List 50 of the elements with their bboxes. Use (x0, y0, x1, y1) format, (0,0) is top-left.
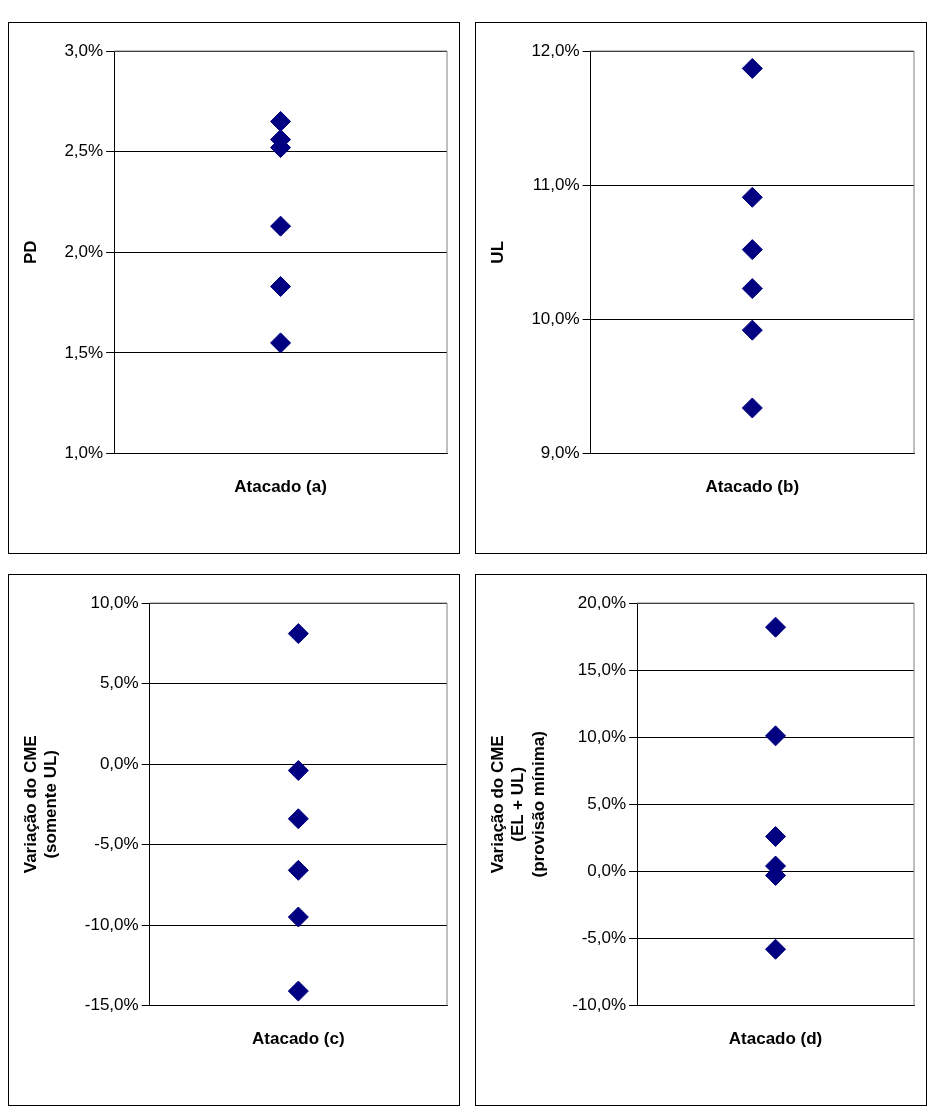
y-tick-label: 3,0% (64, 40, 104, 60)
point (741, 319, 763, 341)
point (287, 906, 309, 928)
point (741, 278, 763, 300)
y-tick-label: -15,0% (84, 995, 139, 1015)
y-tick-label: 9,0% (540, 443, 580, 463)
y-tick-label: -10,0% (84, 914, 139, 934)
y-tick-label: 0,0% (99, 753, 139, 773)
y-tick-label: -5,0% (94, 834, 139, 854)
x-tick-label: Atacado (c) (252, 1029, 345, 1049)
point (270, 332, 292, 354)
point (765, 826, 787, 848)
y-axis-title: Variação do CME (somente UL) (20, 735, 61, 874)
y-tick-label: 15,0% (577, 659, 627, 679)
y-tick-label: 12,0% (531, 40, 580, 60)
y-axis-title: UL (487, 240, 507, 264)
point (287, 759, 309, 781)
point (741, 186, 763, 208)
y-tick-label: 10,0% (531, 309, 580, 329)
point (287, 808, 309, 830)
y-axis-title: Variação do CME (EL + UL) (provisão mínima) (487, 731, 548, 878)
point (270, 215, 292, 237)
y-tick-label: -5,0% (581, 928, 627, 948)
y-tick-label: 2,0% (64, 241, 104, 261)
point (765, 616, 787, 638)
y-tick-label: 11,0% (532, 174, 580, 194)
x-tick-label: Atacado (b) (705, 477, 800, 497)
point (741, 239, 763, 261)
y-tick-label: 1,5% (64, 342, 104, 362)
point (270, 276, 292, 298)
y-tick-label: 2,5% (64, 141, 104, 161)
point (765, 725, 787, 747)
point (287, 623, 309, 645)
y-tick-label: 10,0% (90, 592, 139, 612)
y-tick-label: 5,0% (99, 673, 139, 693)
point (270, 110, 292, 132)
point (765, 938, 787, 960)
x-tick-label: Atacado (d) (728, 1029, 823, 1049)
point (741, 397, 763, 419)
y-axis-title: PD (20, 240, 40, 265)
y-tick-label: -10,0% (572, 995, 627, 1015)
point (287, 859, 309, 881)
y-tick-label: 1,0% (64, 443, 104, 463)
point (741, 57, 763, 79)
y-tick-label: 5,0% (587, 793, 627, 813)
y-tick-label: 0,0% (587, 861, 627, 881)
y-tick-label: 20,0% (577, 592, 627, 612)
x-tick-label: Atacado (a) (234, 477, 327, 497)
point (287, 980, 309, 1002)
y-tick-label: 10,0% (577, 726, 627, 746)
